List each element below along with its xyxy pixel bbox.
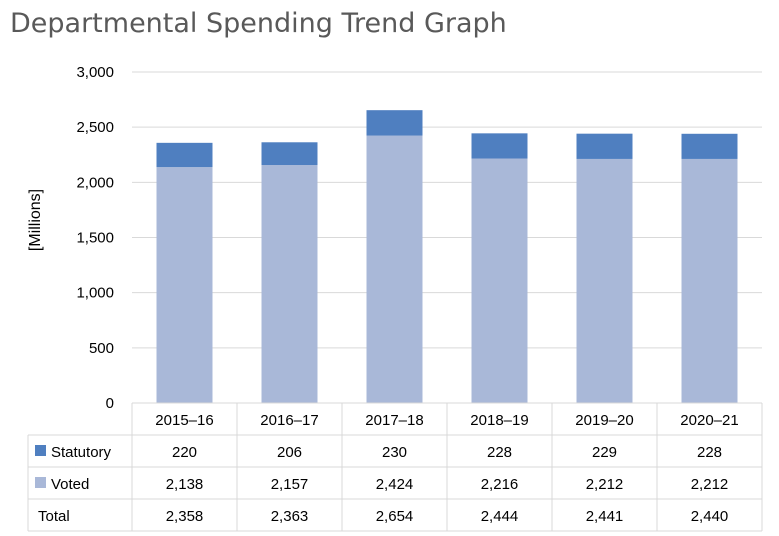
bar-voted bbox=[366, 135, 423, 403]
bar-voted bbox=[681, 158, 738, 403]
y-axis-ticks: 0 500 1,000 1,500 2,000 2,500 3,000 bbox=[76, 64, 114, 412]
table-cell: 2,424 bbox=[376, 476, 414, 493]
table-cell: 2,212 bbox=[586, 476, 624, 493]
table-cell: 229 bbox=[592, 444, 617, 461]
row-label-voted: Voted bbox=[51, 476, 89, 493]
y-axis-label: [Millions] bbox=[27, 189, 44, 251]
table-cell: 2,212 bbox=[691, 476, 729, 493]
bar-statutory bbox=[366, 110, 423, 136]
bar-voted bbox=[471, 158, 528, 403]
bar-statutory bbox=[471, 133, 528, 159]
y-tick-label: 3,000 bbox=[76, 64, 114, 81]
y-tick-label: 0 bbox=[106, 395, 114, 412]
row-label-statutory: Statutory bbox=[51, 444, 112, 461]
bar-statutory bbox=[156, 142, 213, 168]
legend-swatch-voted bbox=[35, 477, 46, 488]
x-tick-label: 2016–17 bbox=[260, 412, 318, 429]
table-cell: 2,363 bbox=[271, 508, 309, 525]
y-tick-label: 2,000 bbox=[76, 174, 114, 191]
table-cell: 206 bbox=[277, 444, 302, 461]
table-cell: 220 bbox=[172, 444, 197, 461]
table-cell: 228 bbox=[697, 444, 722, 461]
y-tick-label: 1,500 bbox=[76, 230, 114, 247]
table-cell: 2,654 bbox=[376, 508, 414, 525]
y-tick-label: 500 bbox=[89, 340, 114, 357]
x-tick-label: 2017–18 bbox=[365, 412, 423, 429]
bars bbox=[156, 110, 738, 403]
bar-voted bbox=[261, 165, 318, 403]
table-cell: 2,138 bbox=[166, 476, 204, 493]
table-cell: 228 bbox=[487, 444, 512, 461]
x-tick-label: 2018–19 bbox=[470, 412, 528, 429]
bar-statutory bbox=[576, 133, 633, 159]
table-cell: 230 bbox=[382, 444, 407, 461]
legend-swatch-statutory bbox=[35, 445, 46, 456]
y-tick-label: 1,000 bbox=[76, 285, 114, 302]
bar-voted bbox=[576, 158, 633, 403]
data-table: 2015–16 2016–17 2017–18 2018–19 2019–20 2020–… bbox=[27, 402, 763, 532]
x-tick-label: 2019–20 bbox=[575, 412, 633, 429]
x-tick-label: 2020–21 bbox=[680, 412, 738, 429]
table-cell: 2,157 bbox=[271, 476, 309, 493]
table-cell: 2,444 bbox=[481, 508, 519, 525]
y-tick-label: 2,500 bbox=[76, 119, 114, 136]
table-cell: 2,358 bbox=[166, 508, 204, 525]
gridlines bbox=[132, 71, 762, 349]
bar-statutory bbox=[681, 133, 738, 159]
chart-title: Departmental Spending Trend Graph bbox=[10, 8, 507, 39]
table-cell: 2,216 bbox=[481, 476, 519, 493]
table-cell: 2,441 bbox=[586, 508, 624, 525]
x-tick-label: 2015–16 bbox=[155, 412, 213, 429]
bar-statutory bbox=[261, 142, 318, 166]
table-cell: 2,440 bbox=[691, 508, 729, 525]
row-label-total: Total bbox=[38, 508, 70, 525]
bar-voted bbox=[156, 167, 213, 403]
